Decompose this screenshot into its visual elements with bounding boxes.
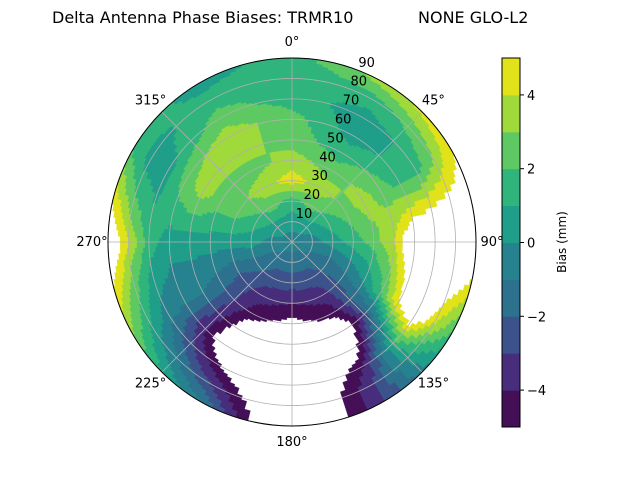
chart-title: Delta Antenna Phase Biases: TRMR10 [52, 8, 353, 27]
contour-cell [405, 225, 408, 230]
chart-title-right: NONE GLO-L2 [418, 8, 528, 27]
